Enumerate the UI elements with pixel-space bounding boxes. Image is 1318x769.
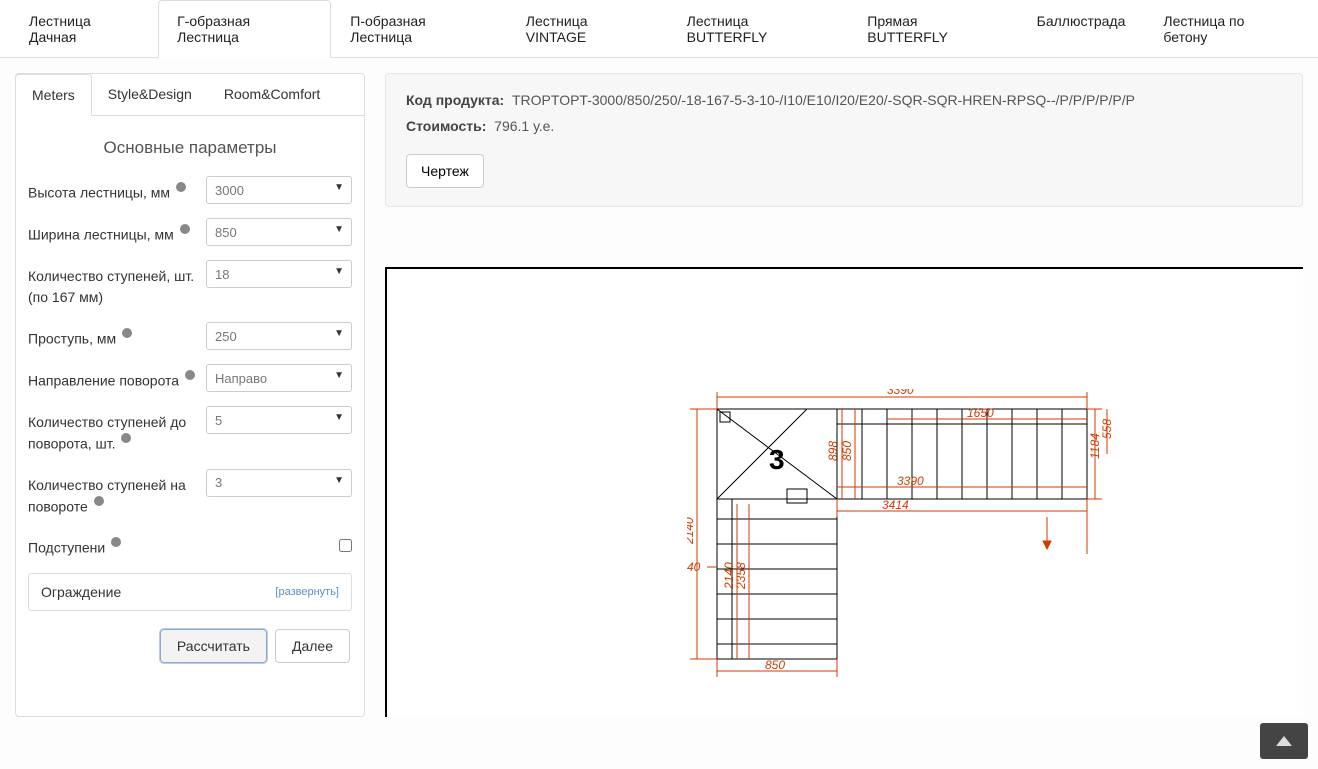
- steps-on-turn-label: Количество ступеней на повороте: [28, 469, 198, 518]
- width-label: Ширина лестницы, мм: [28, 218, 198, 246]
- subtab-meters[interactable]: Meters: [15, 74, 92, 116]
- sub-tabs: Meters Style&Design Room&Comfort: [16, 74, 364, 116]
- top-tab-l-shape[interactable]: Г-образная Лестница: [158, 0, 331, 58]
- stair-drawing: 3390 1650 1184 558 898 850: [687, 389, 1127, 689]
- params-panel: Meters Style&Design Room&Comfort Основны…: [15, 73, 365, 717]
- svg-text:898: 898: [826, 441, 840, 461]
- help-icon[interactable]: [111, 537, 121, 547]
- subtab-room[interactable]: Room&Comfort: [208, 74, 336, 115]
- tread-label: Проступь, мм: [28, 322, 198, 350]
- fence-label: Ограждение: [41, 584, 121, 600]
- svg-text:3390: 3390: [887, 389, 914, 397]
- svg-text:40: 40: [687, 560, 701, 574]
- svg-text:3390: 3390: [897, 474, 924, 488]
- fence-row[interactable]: Ограждение [развернуть]: [28, 573, 352, 611]
- steps-on-turn-select[interactable]: 3: [206, 469, 352, 497]
- steps-before-label: Количество ступеней до поворота, шт.: [28, 406, 198, 455]
- steps-before-select[interactable]: 5: [206, 406, 352, 434]
- top-tab-p-shape[interactable]: П-образная Лестница: [331, 0, 507, 57]
- top-tab-straight-butterfly[interactable]: Прямая BUTTERFLY: [848, 0, 1017, 57]
- svg-text:2140: 2140: [687, 517, 696, 545]
- help-icon[interactable]: [94, 496, 104, 506]
- risers-label: Подступени: [28, 531, 331, 559]
- info-box: Код продукта: TROPTOPT-3000/850/250/-18-…: [385, 73, 1303, 207]
- height-label: Высота лестницы, мм: [28, 176, 198, 204]
- help-icon[interactable]: [185, 370, 195, 380]
- svg-text:3414: 3414: [882, 498, 909, 512]
- top-tab-concrete[interactable]: Лестница по бетону: [1144, 0, 1308, 57]
- svg-text:1650: 1650: [967, 406, 994, 420]
- steps-label: Количество ступеней, шт. (по 167 мм): [28, 260, 198, 308]
- scroll-to-top-button[interactable]: [1260, 723, 1308, 759]
- top-tab-balustrade[interactable]: Баллюстрада: [1018, 0, 1145, 57]
- top-tab-vintage[interactable]: Лестница VINTAGE: [507, 0, 668, 57]
- risers-checkbox[interactable]: [339, 539, 352, 552]
- help-icon[interactable]: [176, 182, 186, 192]
- help-icon[interactable]: [122, 328, 132, 338]
- tread-select[interactable]: 250: [206, 322, 352, 350]
- help-icon[interactable]: [180, 224, 190, 234]
- panel-title: Основные параметры: [28, 138, 352, 158]
- svg-text:2358: 2358: [734, 562, 748, 590]
- top-nav-tabs: Лестница Дачная Г-образная Лестница П-об…: [0, 0, 1318, 58]
- svg-text:850: 850: [840, 441, 854, 461]
- product-code-line: Код продукта: TROPTOPT-3000/850/250/-18-…: [406, 92, 1282, 108]
- zone-number: 3: [769, 444, 785, 475]
- height-select[interactable]: 3000: [206, 176, 352, 204]
- top-tab-butterfly[interactable]: Лестница BUTTERFLY: [668, 0, 849, 57]
- help-icon[interactable]: [121, 433, 131, 443]
- expand-link[interactable]: [развернуть]: [275, 586, 339, 598]
- next-button[interactable]: Далее: [275, 629, 350, 663]
- subtab-style[interactable]: Style&Design: [92, 74, 208, 115]
- direction-label: Направление поворота: [28, 364, 198, 392]
- svg-text:558: 558: [1100, 419, 1114, 439]
- svg-text:850: 850: [765, 658, 785, 672]
- drawing-canvas: 3390 1650 1184 558 898 850: [385, 267, 1303, 717]
- top-tab-dacha[interactable]: Лестница Дачная: [10, 0, 158, 57]
- width-select[interactable]: 850: [206, 218, 352, 246]
- steps-select[interactable]: 18: [206, 260, 352, 288]
- drawing-button[interactable]: Чертеж: [406, 154, 484, 188]
- direction-select[interactable]: Направо: [206, 364, 352, 392]
- cost-line: Стоимость: 796.1 у.е.: [406, 118, 1282, 134]
- calculate-button[interactable]: Рассчитать: [160, 629, 267, 663]
